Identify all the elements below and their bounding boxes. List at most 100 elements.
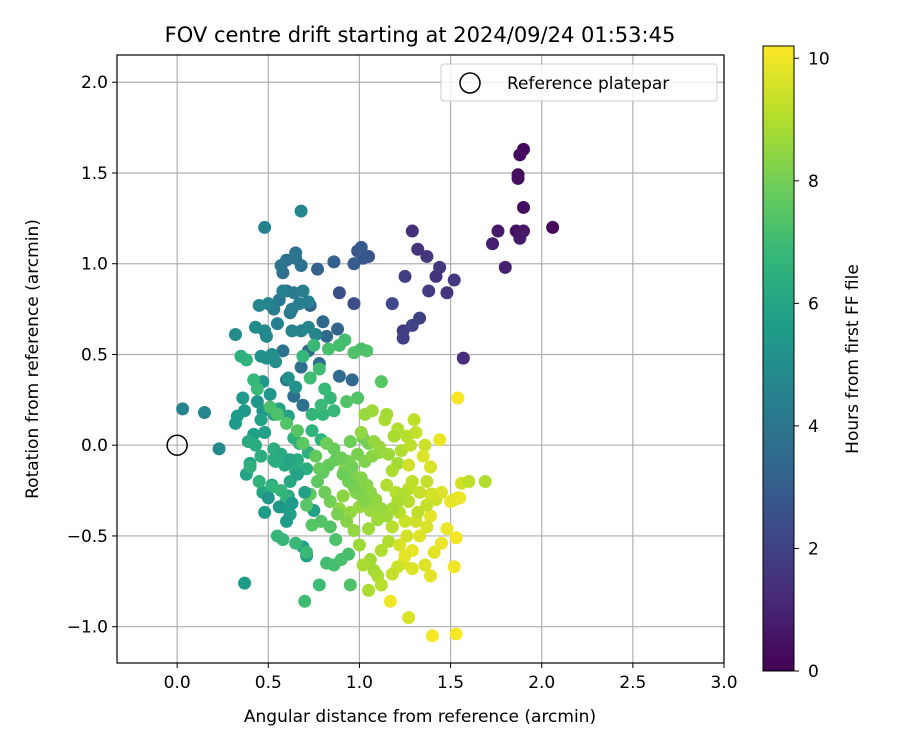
data-point	[314, 398, 328, 412]
data-point	[393, 538, 407, 552]
colorbar: 0 2 4 6 8 10 Hours from first FF file	[762, 45, 863, 682]
data-point	[276, 344, 290, 358]
data-point	[374, 375, 388, 389]
data-point	[451, 391, 465, 405]
data-point	[402, 458, 416, 472]
data-point	[433, 260, 447, 274]
data-point	[405, 224, 419, 238]
data-point	[374, 578, 388, 592]
data-point	[270, 317, 284, 331]
data-point	[296, 284, 310, 298]
data-point	[312, 362, 326, 376]
data-point	[354, 426, 368, 440]
colorbar-tick-label: 0	[808, 662, 819, 682]
data-point	[422, 284, 436, 298]
data-point	[372, 440, 386, 454]
data-point	[343, 435, 357, 449]
x-tick-label: 1.5	[437, 673, 464, 693]
data-point	[285, 302, 299, 316]
x-tick-label: 1.0	[346, 673, 373, 693]
data-point	[332, 369, 346, 383]
data-point	[402, 611, 416, 625]
data-point	[332, 286, 346, 300]
reference-marker	[166, 434, 188, 456]
data-point	[411, 505, 425, 519]
data-point	[252, 475, 266, 489]
y-tick-label: −0.5	[67, 527, 108, 547]
data-point	[413, 485, 427, 499]
data-point	[301, 295, 315, 309]
data-point	[418, 438, 432, 452]
data-point	[356, 558, 370, 572]
data-point	[312, 578, 326, 592]
data-point	[249, 438, 263, 452]
data-point	[416, 449, 430, 463]
colorbar-label: Hours from first FF file	[843, 264, 863, 454]
data-point	[382, 447, 396, 461]
data-point	[318, 485, 332, 499]
data-point	[290, 467, 304, 481]
data-point	[258, 426, 272, 440]
data-point	[329, 533, 343, 547]
data-point	[411, 242, 425, 256]
data-point	[424, 509, 438, 523]
data-point	[228, 327, 242, 341]
y-axis-label: Rotation from reference (arcmin)	[23, 219, 43, 499]
data-point	[418, 558, 432, 572]
data-point	[290, 424, 304, 438]
data-point	[336, 467, 350, 481]
data-point	[385, 464, 399, 478]
data-point	[513, 231, 527, 245]
data-point	[254, 413, 268, 427]
x-tick-label: 3.0	[710, 673, 737, 693]
data-point	[276, 533, 290, 547]
data-point	[298, 594, 312, 608]
data-point	[340, 395, 354, 409]
data-point	[289, 380, 303, 394]
data-point	[285, 324, 299, 338]
data-point	[516, 200, 530, 214]
data-point	[546, 220, 560, 234]
data-point	[447, 273, 461, 287]
data-point	[289, 246, 303, 260]
data-point	[385, 567, 399, 581]
data-point	[424, 569, 438, 583]
colorbar-tick-label: 2	[808, 539, 819, 559]
data-point	[420, 498, 434, 512]
data-point	[238, 576, 252, 590]
colorbar-tick-label: 4	[808, 417, 819, 437]
data-point	[420, 520, 434, 534]
data-point	[427, 545, 441, 559]
data-point	[258, 505, 272, 519]
data-point	[382, 534, 396, 548]
data-point	[280, 514, 294, 528]
data-point	[434, 485, 448, 499]
data-point	[341, 547, 355, 561]
data-point	[294, 360, 308, 374]
data-point	[316, 315, 330, 329]
data-point	[320, 329, 334, 343]
data-point	[296, 436, 310, 450]
data-point	[513, 148, 527, 162]
data-point	[420, 475, 434, 489]
data-point	[338, 333, 352, 347]
data-point	[285, 496, 299, 510]
data-point	[449, 627, 463, 641]
legend-label: Reference platepar	[507, 74, 669, 94]
data-point	[405, 475, 419, 489]
data-point	[456, 351, 470, 365]
data-point	[296, 398, 310, 412]
legend-marker-icon	[459, 72, 481, 94]
colorbar-ticks: 0 2 4 6 8 10	[794, 49, 830, 682]
data-point	[309, 449, 323, 463]
data-point	[345, 373, 359, 387]
data-point	[403, 438, 417, 452]
data-point	[236, 391, 250, 405]
data-point	[383, 594, 397, 608]
data-point	[296, 349, 310, 363]
data-point	[405, 562, 419, 576]
y-tick-label: 1.0	[81, 255, 108, 275]
data-point	[511, 171, 525, 185]
data-point	[258, 220, 272, 234]
data-point	[362, 522, 376, 536]
